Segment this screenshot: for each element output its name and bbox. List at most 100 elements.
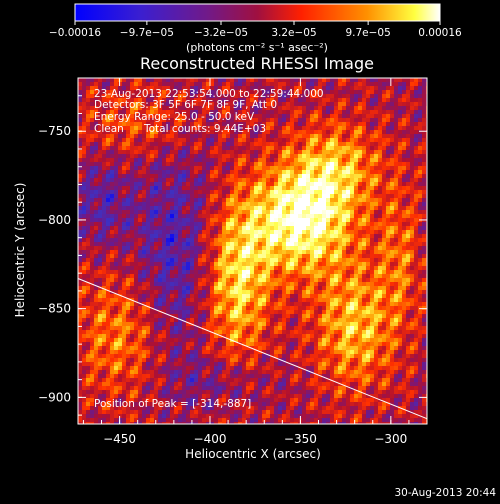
heatmap-cell: [246, 166, 250, 170]
heatmap-cell: [202, 258, 206, 262]
heatmap-cell: [274, 214, 278, 218]
heatmap-cell: [170, 386, 174, 390]
heatmap-cell: [170, 302, 174, 306]
heatmap-cell: [198, 378, 202, 382]
heatmap-cell: [278, 262, 282, 266]
heatmap-cell: [266, 238, 270, 242]
heatmap-cell: [242, 162, 246, 166]
heatmap-cell: [170, 166, 174, 170]
heatmap-cell: [238, 326, 242, 330]
heatmap-cell: [130, 142, 134, 146]
heatmap-cell: [254, 390, 258, 394]
heatmap-cell: [206, 154, 210, 158]
heatmap-cell: [234, 162, 238, 166]
heatmap-cell: [294, 358, 298, 362]
heatmap-cell: [190, 170, 194, 174]
heatmap-cell: [90, 218, 94, 222]
heatmap-cell: [274, 306, 278, 310]
heatmap-cell: [226, 278, 230, 282]
heatmap-cell: [262, 282, 266, 286]
heatmap-cell: [262, 290, 266, 294]
heatmap-cell: [238, 82, 242, 86]
heatmap-cell: [98, 186, 102, 190]
heatmap-cell: [98, 194, 102, 198]
heatmap-cell: [198, 214, 202, 218]
heatmap-cell: [298, 270, 302, 274]
heatmap-cell: [290, 106, 294, 110]
heatmap-cell: [254, 142, 258, 146]
heatmap-cell: [134, 366, 138, 370]
heatmap-cell: [130, 214, 134, 218]
heatmap-cell: [98, 266, 102, 270]
heatmap-cell: [226, 386, 230, 390]
heatmap-cell: [166, 138, 170, 142]
heatmap-cell: [238, 390, 242, 394]
heatmap-cell: [190, 410, 194, 414]
heatmap-cell: [238, 138, 242, 142]
heatmap-cell: [98, 166, 102, 170]
heatmap-cell: [170, 374, 174, 378]
heatmap-cell: [110, 142, 114, 146]
heatmap-cell: [230, 294, 234, 298]
heatmap-cell: [294, 238, 298, 242]
heatmap-cell: [214, 210, 218, 214]
heatmap-cell: [186, 186, 190, 190]
heatmap-cell: [214, 214, 218, 218]
heatmap-cell: [218, 238, 222, 242]
heatmap-cell: [162, 254, 166, 258]
heatmap-cell: [238, 154, 242, 158]
heatmap-cell: [278, 250, 282, 254]
heatmap-cell: [134, 342, 138, 346]
heatmap-cell: [142, 262, 146, 266]
heatmap-cell: [114, 242, 118, 246]
heatmap-cell: [138, 350, 142, 354]
heatmap-cell: [98, 222, 102, 226]
heatmap-cell: [218, 374, 222, 378]
heatmap-cell: [102, 374, 106, 378]
heatmap-cell: [218, 246, 222, 250]
heatmap-cell: [282, 394, 286, 398]
heatmap-cell: [186, 254, 190, 258]
heatmap-cell: [130, 382, 134, 386]
heatmap-cell: [82, 294, 86, 298]
heatmap-cell: [218, 250, 222, 254]
heatmap-cell: [106, 202, 110, 206]
heatmap-cell: [274, 346, 278, 350]
heatmap-cell: [270, 394, 274, 398]
heatmap-cell: [242, 334, 246, 338]
heatmap-cell: [142, 230, 146, 234]
heatmap-cell: [98, 182, 102, 186]
heatmap-cell: [166, 334, 170, 338]
heatmap-cell: [154, 230, 158, 234]
heatmap-cell: [118, 378, 122, 382]
heatmap-cell: [262, 298, 266, 302]
heatmap-cell: [254, 310, 258, 314]
heatmap-cell: [94, 330, 98, 334]
heatmap-cell: [262, 242, 266, 246]
heatmap-cell: [138, 314, 142, 318]
heatmap-cell: [114, 390, 118, 394]
heatmap-cell: [230, 154, 234, 158]
heatmap-cell: [230, 342, 234, 346]
heatmap-cell: [210, 154, 214, 158]
heatmap-cell: [142, 138, 146, 142]
heatmap-cell: [110, 298, 114, 302]
heatmap-cell: [262, 182, 266, 186]
heatmap-cell: [278, 342, 282, 346]
heatmap-cell: [102, 158, 106, 162]
heatmap-cell: [118, 282, 122, 286]
heatmap-cell: [146, 390, 150, 394]
heatmap-cell: [298, 210, 302, 214]
heatmap-cell: [82, 94, 86, 98]
heatmap-cell: [106, 382, 110, 386]
heatmap-cell: [98, 298, 102, 302]
heatmap-cell: [274, 186, 278, 190]
heatmap-cell: [166, 322, 170, 326]
heatmap-cell: [138, 242, 142, 246]
heatmap-cell: [170, 146, 174, 150]
heatmap-cell: [94, 370, 98, 374]
heatmap-cell: [158, 306, 162, 310]
heatmap-cell: [302, 186, 306, 190]
heatmap-cell: [126, 166, 130, 170]
heatmap-cell: [222, 330, 226, 334]
